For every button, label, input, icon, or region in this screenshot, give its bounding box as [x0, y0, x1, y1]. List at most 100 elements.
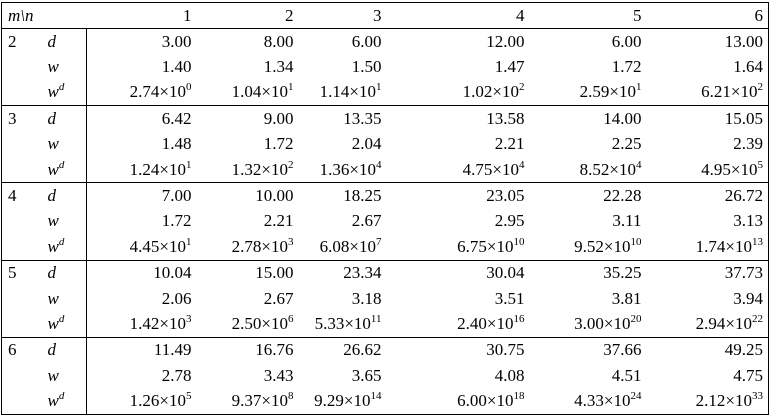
value-base: 6.08×10 — [319, 236, 376, 256]
label-text: w — [47, 391, 59, 411]
group-m — [1, 311, 32, 338]
value-cell: 1.64 — [733, 57, 763, 77]
value-cell: 1.02×102 — [386, 79, 530, 107]
group-m — [2, 209, 32, 234]
value-base: 4.45×10 — [129, 236, 186, 256]
value-cell: 9.00 — [263, 108, 294, 128]
group-m: 3 — [8, 108, 17, 128]
value-base: 2.59×10 — [579, 82, 636, 102]
value-cell: 26.72 — [724, 186, 763, 206]
label-text: w — [47, 236, 59, 256]
value-cell: 14.00 — [603, 108, 642, 128]
value-cell: 1.24×101 — [86, 156, 197, 184]
value-base: 2.74×10 — [129, 82, 186, 102]
value-cell: 3.00×1020 — [529, 311, 647, 338]
label-text: w — [47, 313, 59, 333]
label-text: w — [47, 211, 59, 231]
group-m: 4 — [8, 186, 17, 206]
column-header: 4 — [386, 2, 530, 29]
data-row: 4 d 7.00 10.00 18.25 23.05 22.28 26.72 — [2, 182, 769, 209]
row-label: d — [31, 28, 87, 55]
value-exp: 1 — [186, 235, 192, 248]
value-base: 5.33×10 — [314, 313, 371, 333]
label-text: d — [47, 263, 57, 283]
data-row: wd 1.24×101 1.32×102 1.36×104 4.75×104 8.52×1… — [1, 156, 769, 184]
value-cell: 3.43 — [263, 365, 294, 385]
value-cell: 2.39 — [733, 134, 763, 154]
value-cell: 6.00 — [611, 31, 642, 51]
group-m — [2, 286, 32, 311]
label-text: w — [47, 82, 59, 102]
value-cell: 1.48 — [161, 134, 192, 154]
value-cell: 4.75×104 — [386, 156, 530, 184]
value-cell: 1.72 — [161, 211, 192, 231]
header-row: m\n 1 2 3 4 5 6 — [1, 2, 769, 29]
value-cell: 4.45×101 — [86, 234, 197, 261]
value-cell: 1.74×1013 — [646, 234, 769, 261]
value-cell: 4.51 — [611, 365, 642, 385]
value-cell: 15.00 — [255, 263, 294, 283]
value-exp: 22 — [752, 312, 763, 325]
value-cell: 13.58 — [486, 108, 525, 128]
value-cell: 6.75×1010 — [386, 234, 530, 261]
group-m: 6 — [8, 340, 17, 360]
value-base: 1.14×10 — [319, 82, 376, 102]
row-label: w — [31, 363, 87, 389]
value-cell: 9.29×1014 — [298, 388, 387, 415]
value-cell: 1.14×101 — [298, 79, 387, 107]
value-base: 2.12×10 — [695, 391, 752, 411]
value-cell: 3.51 — [494, 288, 525, 308]
value-cell: 1.72 — [611, 57, 642, 77]
group-m — [1, 388, 32, 415]
value-exp: 4 — [636, 158, 642, 171]
column-header: 1 — [86, 2, 197, 29]
column-header: 2 — [196, 2, 299, 29]
value-cell: 8.52×104 — [529, 156, 647, 184]
group-m — [2, 132, 32, 157]
data-row: wd 1.26×105 9.37×108 9.29×1014 6.00×1018 4.33… — [1, 388, 769, 415]
data-row: wd 1.42×103 2.50×106 5.33×1011 2.40×1016 3.00… — [1, 311, 769, 338]
value-exp: 20 — [630, 312, 642, 325]
value-cell: 1.72 — [263, 134, 294, 154]
value-cell: 8.00 — [263, 31, 294, 51]
row-label: d — [31, 337, 87, 364]
value-base: 2.40×10 — [457, 313, 514, 333]
label-text: w — [47, 57, 59, 77]
value-cell: 6.00×1018 — [386, 388, 530, 415]
value-cell: 3.18 — [351, 288, 382, 308]
value-cell: 30.04 — [486, 263, 525, 283]
value-cell: 2.95 — [494, 211, 525, 231]
value-base: 2.94×10 — [695, 313, 752, 333]
row-label: w — [31, 131, 87, 157]
value-exp: 0 — [186, 81, 192, 94]
value-cell: 4.95×105 — [646, 156, 769, 184]
data-row: w 1.48 1.72 2.04 2.21 2.25 2.39 — [2, 131, 769, 157]
value-exp: 13 — [752, 235, 763, 248]
label-text: w — [47, 134, 59, 154]
value-cell: 3.81 — [611, 288, 642, 308]
value-cell: 3.11 — [612, 211, 642, 231]
column-header: 6 — [646, 2, 769, 29]
value-base: 6.75×10 — [457, 236, 514, 256]
value-exp: 33 — [752, 390, 763, 403]
value-cell: 2.94×1022 — [646, 311, 769, 338]
value-base: 1.24×10 — [129, 159, 186, 179]
value-cell: 23.34 — [343, 263, 382, 283]
value-exp: 18 — [513, 390, 525, 403]
value-base: 1.04×10 — [231, 82, 288, 102]
value-cell: 2.74×100 — [86, 79, 197, 107]
value-base: 6.00×10 — [457, 391, 514, 411]
value-cell: 11.49 — [153, 340, 192, 360]
column-header: 3 — [298, 2, 387, 29]
row-label: wd — [31, 156, 87, 184]
value-exp: 1 — [186, 158, 192, 171]
row-label: w — [31, 208, 87, 235]
value-cell: 2.25 — [611, 134, 642, 154]
group-m — [1, 156, 32, 184]
value-cell: 12.00 — [486, 31, 525, 51]
value-exp: 4 — [376, 158, 382, 171]
value-cell: 2.04 — [351, 134, 382, 154]
value-exp: 2 — [757, 81, 764, 94]
label-text: d — [47, 108, 57, 128]
